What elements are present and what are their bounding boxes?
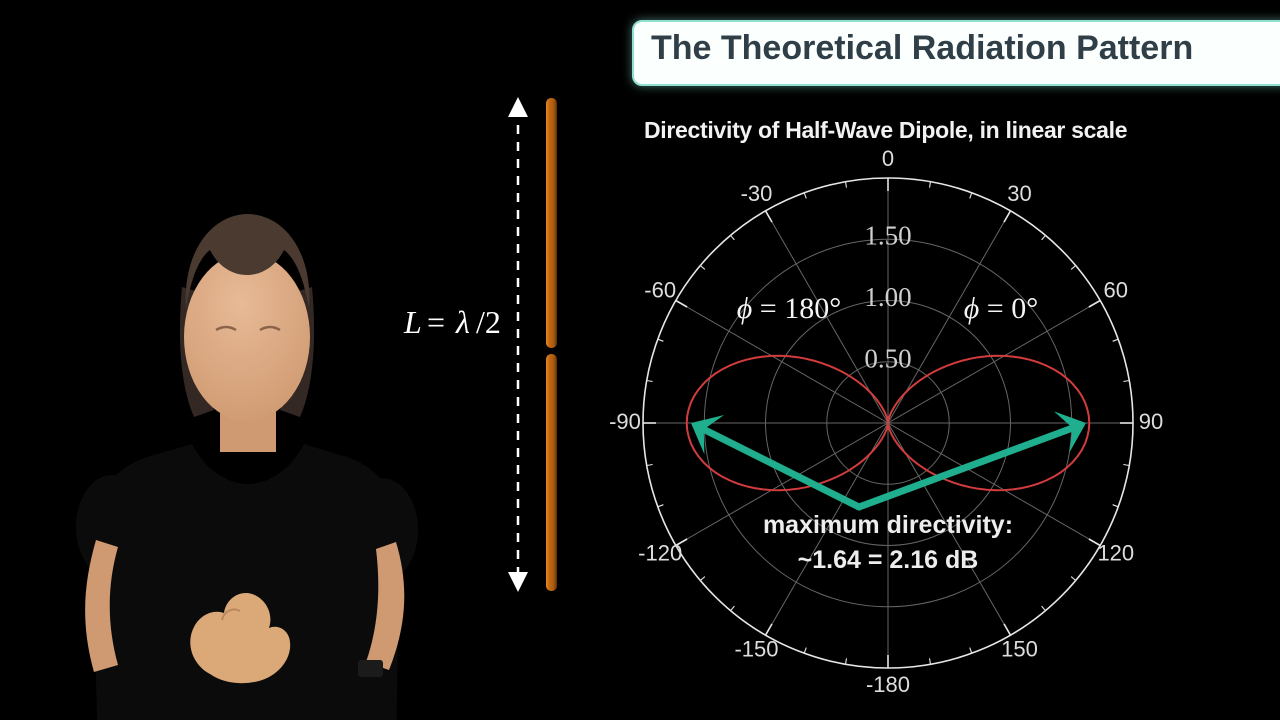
- svg-text:ϕ = 0°: ϕ = 0°: [964, 292, 1038, 325]
- svg-text:maximum directivity:: maximum directivity:: [763, 511, 1013, 539]
- svg-text:-150: -150: [734, 637, 778, 662]
- svg-text:-30: -30: [741, 181, 773, 206]
- svg-text:60: 60: [1104, 277, 1128, 302]
- svg-text:0: 0: [882, 146, 894, 171]
- svg-text:-90: -90: [609, 409, 641, 434]
- svg-text:90: 90: [1139, 409, 1163, 434]
- svg-text:120: 120: [1097, 540, 1134, 565]
- svg-text:1.50: 1.50: [864, 221, 911, 251]
- svg-text:-120: -120: [638, 540, 682, 565]
- svg-text:-60: -60: [644, 277, 676, 302]
- svg-text:0.50: 0.50: [864, 344, 911, 374]
- svg-text:30: 30: [1007, 181, 1031, 206]
- svg-text:1.00: 1.00: [864, 282, 911, 312]
- svg-text:-180: -180: [866, 672, 910, 697]
- svg-text:150: 150: [1001, 637, 1038, 662]
- svg-text:ϕ = 180°: ϕ = 180°: [737, 292, 841, 325]
- svg-text:~1.64 = 2.16 dB: ~1.64 = 2.16 dB: [798, 546, 979, 574]
